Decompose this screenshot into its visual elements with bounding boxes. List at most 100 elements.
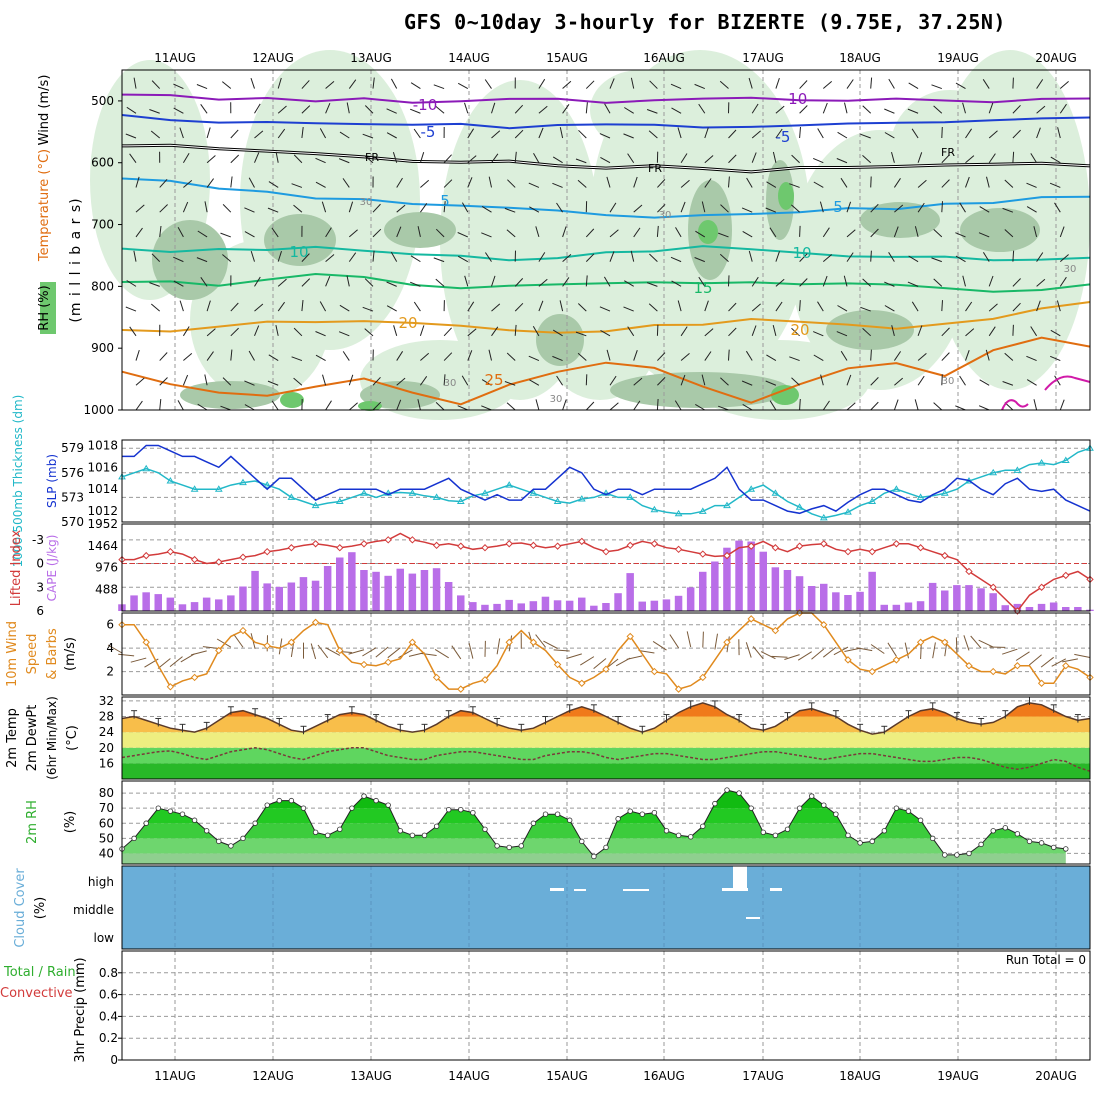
wind-barb — [244, 207, 255, 213]
temp-panel-frame — [121, 696, 1091, 780]
wind-barb — [1059, 81, 1069, 89]
wind-barb — [884, 281, 895, 287]
cape-bar — [323, 566, 332, 611]
wind-barb — [464, 275, 469, 287]
thickness-line-point — [239, 478, 247, 486]
thickness-line-point — [844, 508, 852, 515]
wind-barb — [870, 349, 872, 361]
wind-barb — [1015, 651, 1030, 661]
wind-barb — [870, 250, 872, 262]
wind-barb — [955, 82, 966, 89]
wind-barb — [931, 84, 942, 90]
wind-barb — [514, 278, 524, 287]
wind-barb — [467, 155, 477, 164]
wind-barb — [559, 127, 564, 139]
thickness-line-point — [553, 497, 562, 504]
contour-label: 5 — [440, 192, 450, 210]
wind-barb — [860, 306, 871, 312]
wind-barb — [630, 250, 635, 262]
wind-barb — [917, 202, 925, 213]
wind-barb — [177, 400, 184, 411]
wind-barb — [784, 654, 800, 660]
rh-point — [978, 841, 984, 848]
cloud-level-label: high — [88, 875, 114, 889]
wind-barb — [271, 400, 279, 411]
wind-barb — [529, 206, 540, 213]
wind-barb — [552, 329, 563, 337]
wind-barb — [1033, 226, 1038, 238]
thickness-tick-label: 570 — [61, 515, 84, 529]
wind-barb — [244, 404, 255, 411]
rh-point — [542, 811, 549, 817]
freezing-line-inner — [121, 144, 1091, 173]
wind-speed-line-point — [1062, 662, 1070, 670]
x-tick-bottom-label: 18AUG — [839, 1069, 881, 1083]
cape-tick-label: 1952 — [87, 517, 118, 531]
rh-point — [288, 797, 295, 804]
thickness-tick-label: 573 — [61, 490, 84, 504]
wind-barb — [562, 399, 567, 411]
cape-bar — [832, 592, 840, 611]
wind-barb — [791, 327, 800, 337]
wind-barb — [941, 300, 943, 312]
wind-barb — [657, 352, 666, 361]
rh-point — [191, 817, 198, 823]
wind-barb — [695, 230, 706, 238]
wind-barb — [135, 227, 143, 238]
rh-point — [167, 808, 174, 814]
wind-barb — [609, 229, 619, 238]
wind-barb — [704, 351, 712, 361]
rh-point — [373, 797, 379, 804]
wind-barb — [277, 250, 282, 262]
wind-barb — [507, 179, 516, 188]
wind-barb — [362, 306, 374, 312]
wind-barb — [822, 81, 833, 89]
wind-barb — [301, 105, 311, 114]
wind-barb — [301, 300, 304, 312]
wind-barb — [677, 127, 682, 139]
wind-barb — [315, 181, 326, 188]
cape-bar — [578, 597, 586, 611]
thickness-line-point — [674, 509, 683, 517]
wind-barb — [840, 350, 848, 361]
wind-barb — [752, 646, 764, 660]
wind-barb — [491, 275, 496, 287]
wind-barb — [301, 80, 310, 89]
wind-barb — [254, 152, 260, 163]
wind-barb — [204, 374, 208, 386]
thickness-tick-label: 576 — [61, 466, 84, 480]
lifted-index-line-point — [553, 542, 562, 550]
wind-barb — [180, 653, 195, 663]
wind-barb — [1012, 77, 1014, 89]
wind-barb — [955, 637, 958, 654]
cape-bar — [807, 586, 816, 611]
precip-tick-label: 0 — [110, 1053, 118, 1067]
wind-barb — [315, 331, 326, 337]
wind-barb — [398, 649, 413, 659]
wind-barb — [695, 403, 706, 411]
rh-point — [252, 820, 258, 826]
wind-barb — [577, 352, 587, 361]
wind-barb — [911, 301, 919, 312]
cape-bar — [771, 567, 780, 611]
wind-barb — [528, 182, 540, 188]
lifted-index-line-point — [747, 542, 755, 550]
wind-axis-label-line4: & Barbs — [45, 628, 60, 680]
wind-barb — [775, 128, 783, 139]
wind-barb — [529, 379, 540, 386]
wind-barb — [271, 227, 279, 238]
wind-barb — [1002, 207, 1014, 213]
wind-barb — [538, 127, 544, 139]
cloud-patch — [746, 917, 760, 919]
cape-bar — [493, 603, 501, 611]
thickness-line-point — [698, 507, 707, 514]
wind-speed-line-point — [311, 618, 320, 627]
wind-barb — [173, 107, 184, 114]
wind-barb — [1036, 105, 1046, 114]
cape-bar — [614, 593, 622, 611]
lifted-index-tick-label: 0 — [36, 557, 44, 571]
cape-bar — [1037, 603, 1046, 611]
wind-barb — [728, 154, 737, 164]
precip-tick-label: 0.4 — [99, 1009, 118, 1023]
temperature-tick-label: 32 — [99, 694, 114, 708]
